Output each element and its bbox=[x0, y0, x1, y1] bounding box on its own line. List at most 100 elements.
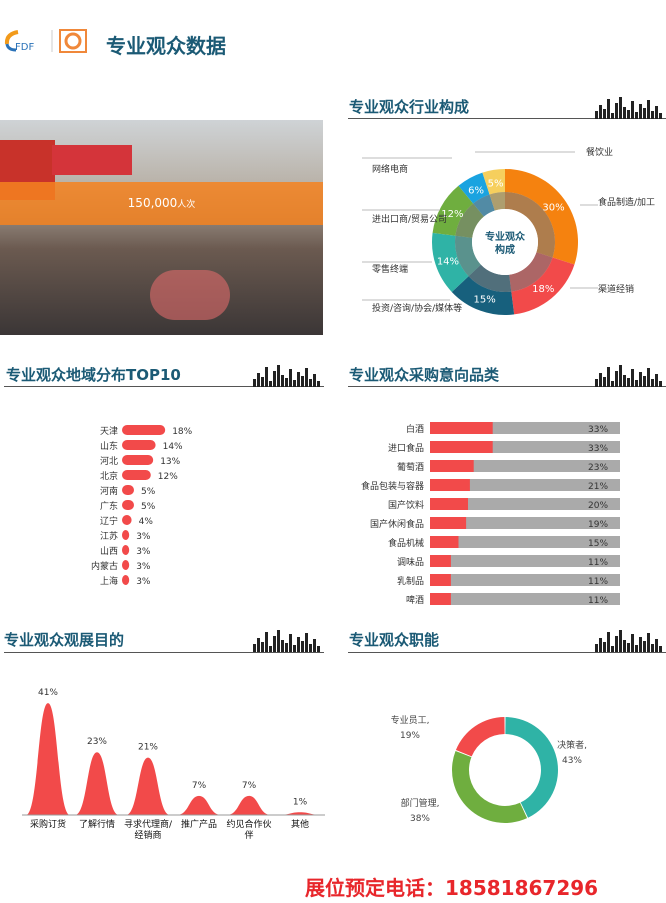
industry-slice-inner bbox=[473, 194, 495, 217]
role-category-label: 部门管理, bbox=[401, 797, 440, 809]
fdf-logo-icon: FDF bbox=[4, 29, 87, 53]
purchase-bar-track bbox=[430, 498, 620, 510]
purchase-category-label: 白酒 bbox=[406, 423, 424, 435]
section-title-purpose: 专业观众观展目的 bbox=[4, 631, 125, 649]
booking-phone: 展位预定电话：18581867296 bbox=[305, 872, 598, 901]
purchase-value-label: 21% bbox=[588, 482, 608, 492]
industry-slice bbox=[482, 169, 505, 195]
industry-slice-shade bbox=[489, 192, 505, 211]
industry-slice-shade bbox=[509, 252, 553, 292]
region-value-label: 14% bbox=[163, 442, 183, 452]
purchase-category-label: 啤酒 bbox=[406, 594, 424, 606]
purchase-category-label: 葡萄酒 bbox=[397, 461, 424, 473]
purpose-value-label: 1% bbox=[293, 797, 308, 807]
skyline-decoration bbox=[253, 365, 320, 387]
svg-text:FDF: FDF bbox=[15, 42, 34, 53]
purpose-category-label: 了解行情 bbox=[79, 818, 115, 830]
purchase-bar bbox=[430, 479, 470, 491]
industry-slice bbox=[505, 169, 578, 265]
region-value-label: 5% bbox=[141, 487, 156, 497]
industry-value-label: 5% bbox=[488, 179, 504, 190]
industry-slice-inner bbox=[489, 192, 505, 211]
industry-slice bbox=[432, 185, 474, 236]
purchase-category-label: 国产饮料 bbox=[388, 499, 424, 511]
skyline-decoration bbox=[595, 97, 662, 119]
purpose-bell bbox=[26, 703, 70, 815]
industry-slice-inner bbox=[455, 203, 484, 238]
purpose-bell bbox=[75, 752, 119, 815]
purchase-value-label: 20% bbox=[588, 501, 608, 511]
industry-category-label: 渠道经销 bbox=[598, 283, 634, 295]
booking-label: 展位预定电话： bbox=[305, 876, 445, 900]
region-value-label: 3% bbox=[136, 532, 151, 542]
skyline-decoration bbox=[595, 630, 662, 652]
industry-slice-inner bbox=[455, 235, 481, 277]
page-title: 专业观众数据 bbox=[106, 34, 226, 58]
purchase-category-label: 食品机械 bbox=[388, 537, 424, 549]
purchase-bar bbox=[430, 593, 451, 605]
industry-category-label: 投资/咨询/协会/媒体等 bbox=[372, 302, 462, 314]
purpose-bell bbox=[227, 795, 271, 815]
region-bar bbox=[122, 530, 130, 540]
visitor-count: 150,000 bbox=[127, 196, 178, 210]
region-bar bbox=[122, 440, 156, 450]
purpose-bell bbox=[126, 757, 170, 815]
purchase-bar bbox=[430, 498, 468, 510]
section-title-purchase: 专业观众采购意向品类 bbox=[349, 366, 500, 384]
purchase-value-label: 11% bbox=[588, 558, 608, 568]
purchase-bar-track bbox=[430, 479, 620, 491]
industry-category-label: 进出口商/贸易公司 bbox=[372, 213, 447, 225]
industry-value-label: 6% bbox=[468, 185, 484, 196]
role-value-label: 38% bbox=[410, 814, 430, 824]
region-bar bbox=[122, 425, 166, 435]
purchase-value-label: 11% bbox=[588, 596, 608, 606]
industry-value-label: 12% bbox=[441, 209, 463, 220]
purchase-bar-track bbox=[430, 593, 620, 605]
region-value-label: 13% bbox=[160, 457, 180, 467]
region-category-label: 广东 bbox=[100, 500, 118, 512]
region-value-label: 3% bbox=[136, 547, 151, 557]
purchase-bar bbox=[430, 422, 493, 434]
region-category-label: 山东 bbox=[100, 440, 118, 452]
industry-donut-hole bbox=[472, 209, 538, 275]
region-category-label: 北京 bbox=[100, 470, 118, 482]
purchase-bar bbox=[430, 441, 493, 453]
industry-slice bbox=[432, 232, 469, 292]
region-bar bbox=[122, 470, 151, 480]
industry-slice-shade bbox=[505, 192, 555, 258]
section-title-region: 专业观众地域分布TOP10 bbox=[6, 366, 181, 384]
purpose-category-label: 寻求代理商/ bbox=[124, 818, 173, 830]
visitor-unit: 人次 bbox=[177, 200, 196, 210]
region-category-label: 山西 bbox=[100, 546, 118, 557]
industry-category-label: 零售终端 bbox=[372, 263, 408, 275]
purpose-value-label: 41% bbox=[38, 688, 58, 698]
industry-slice-shade bbox=[473, 194, 495, 217]
region-value-label: 4% bbox=[139, 517, 154, 527]
industry-category-label: 网络电商 bbox=[372, 163, 408, 175]
industry-center-label: 专业观众 bbox=[485, 230, 526, 243]
industry-slice bbox=[511, 257, 575, 315]
region-category-label: 上海 bbox=[100, 575, 118, 587]
purpose-bell bbox=[177, 795, 221, 815]
purpose-bell bbox=[278, 812, 322, 815]
industry-slice bbox=[458, 172, 490, 204]
region-value-label: 3% bbox=[136, 577, 151, 587]
purchase-category-label: 国产休闲食品 bbox=[370, 518, 424, 530]
purchase-value-label: 19% bbox=[588, 520, 608, 530]
purpose-value-label: 7% bbox=[242, 781, 257, 791]
purpose-category-label: 经销商 bbox=[134, 829, 161, 841]
industry-value-label: 15% bbox=[474, 294, 496, 305]
region-bar bbox=[122, 560, 130, 570]
purchase-value-label: 15% bbox=[588, 539, 608, 549]
purchase-bar bbox=[430, 517, 467, 529]
purchase-category-label: 进口食品 bbox=[388, 442, 424, 454]
industry-slice-shade bbox=[455, 235, 481, 277]
industry-slice-shade bbox=[455, 203, 484, 238]
region-bar bbox=[122, 485, 134, 495]
purchase-bar bbox=[430, 555, 451, 567]
purchase-value-label: 11% bbox=[588, 577, 608, 587]
region-bar bbox=[122, 500, 134, 510]
region-category-label: 河北 bbox=[100, 455, 118, 467]
purpose-category-label: 其他 bbox=[291, 818, 309, 830]
region-value-label: 18% bbox=[172, 427, 192, 437]
